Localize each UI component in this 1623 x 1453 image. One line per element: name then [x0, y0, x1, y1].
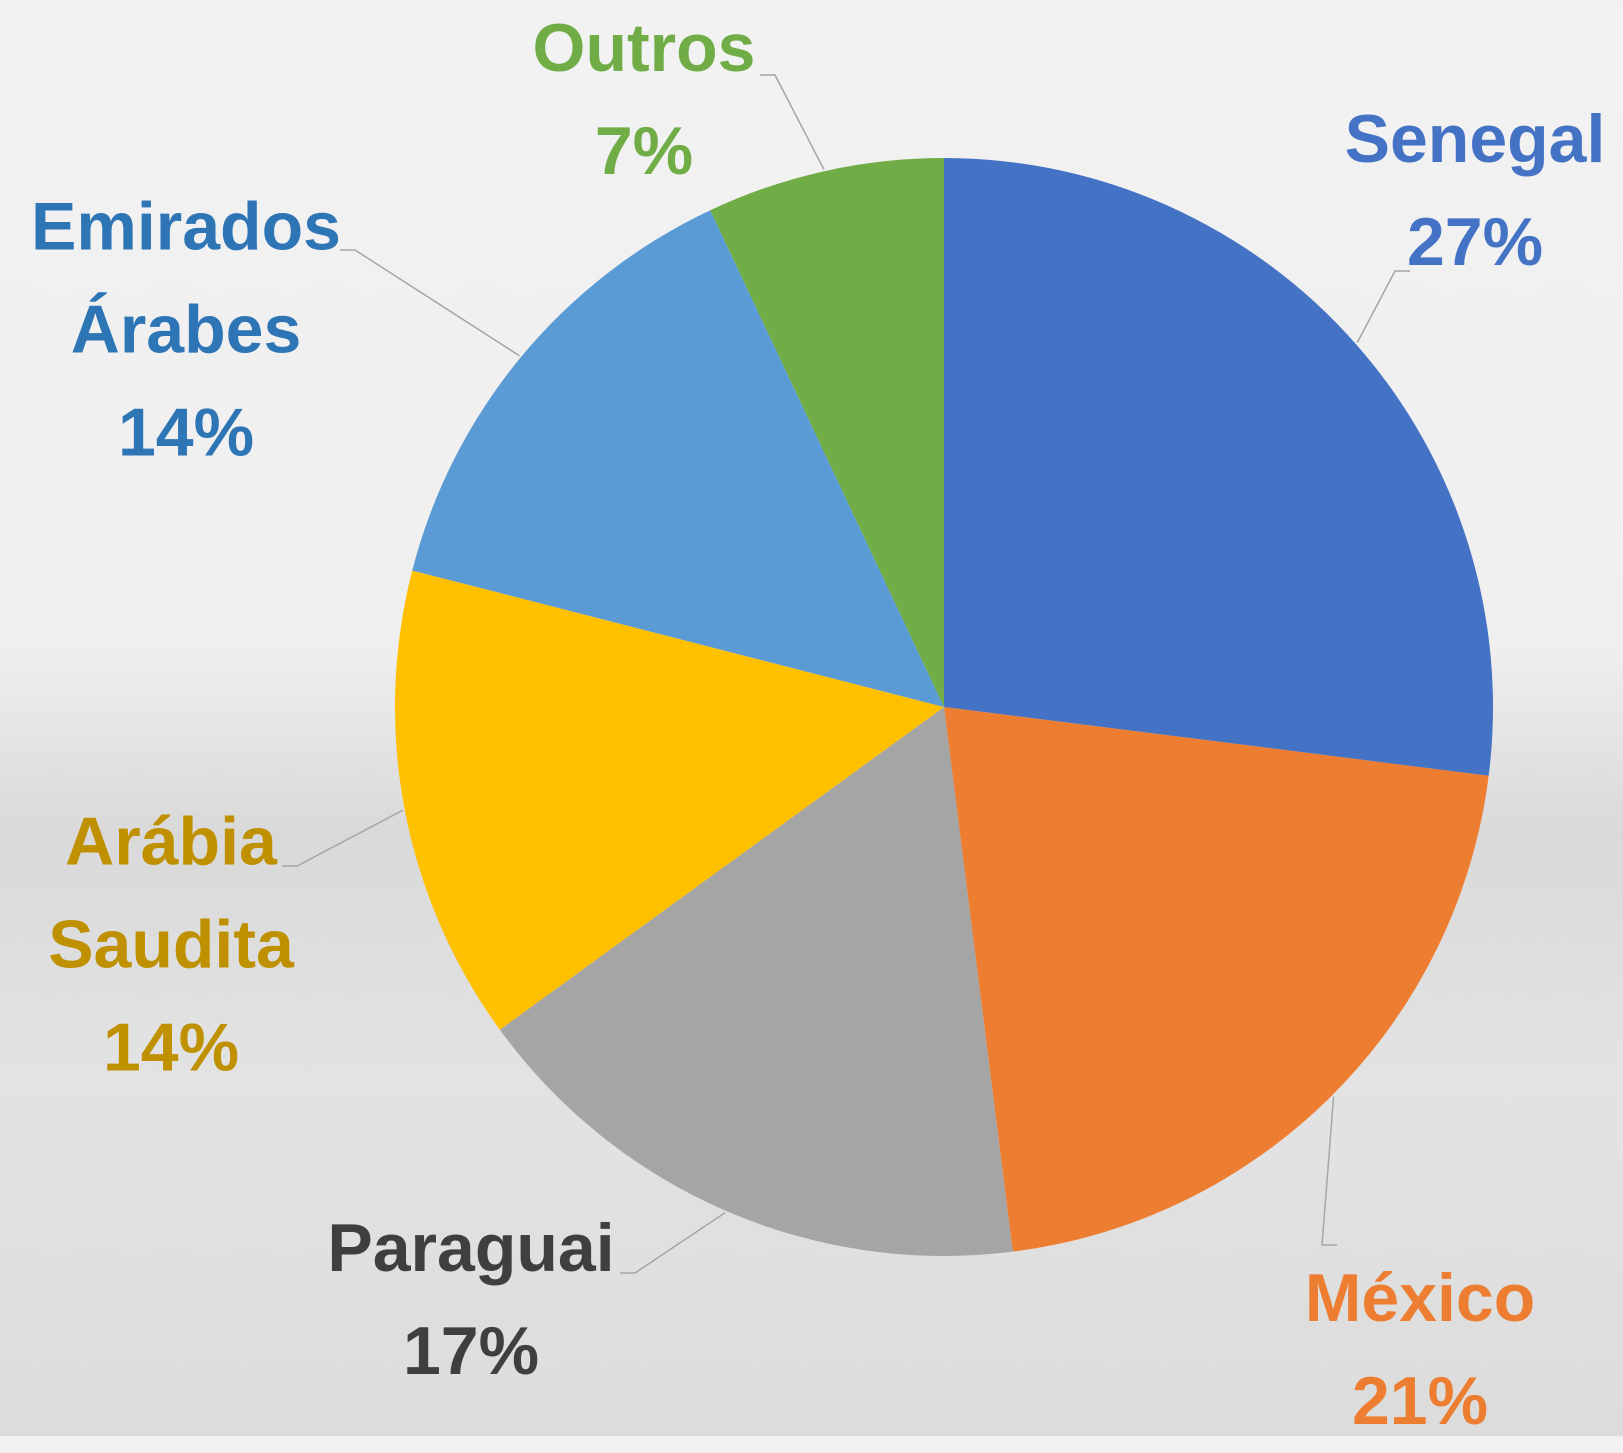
leader-line — [760, 75, 824, 169]
leader-line — [620, 1213, 725, 1273]
data-label: Emirados Árabes 14% — [0, 176, 376, 485]
pie-slice — [944, 707, 1489, 1252]
value-label: 21% — [1352, 1363, 1488, 1439]
data-label: Paraguai 17% — [327, 1197, 614, 1403]
value-label: 14% — [118, 395, 254, 471]
value-label: 17% — [403, 1313, 539, 1389]
category-label: México — [1305, 1260, 1536, 1336]
page: (() => { const data = JSON.parse(documen… — [0, 0, 1623, 1436]
value-label: 27% — [1407, 204, 1543, 280]
category-label: Outros — [533, 10, 756, 86]
data-label: Outros 7% — [533, 0, 756, 203]
data-label: México 21% — [1305, 1247, 1536, 1453]
category-label: Emirados Árabes — [31, 189, 341, 368]
value-label: 7% — [595, 113, 693, 189]
category-label: Paraguai — [327, 1210, 614, 1286]
value-label: 14% — [103, 1010, 239, 1086]
leader-line — [1322, 1097, 1337, 1245]
category-label: Senegal — [1345, 101, 1606, 177]
category-label: Arábia Saudita — [48, 804, 294, 983]
data-label: Senegal 27% — [1345, 88, 1606, 294]
data-label: Arábia Saudita 14% — [0, 791, 361, 1100]
